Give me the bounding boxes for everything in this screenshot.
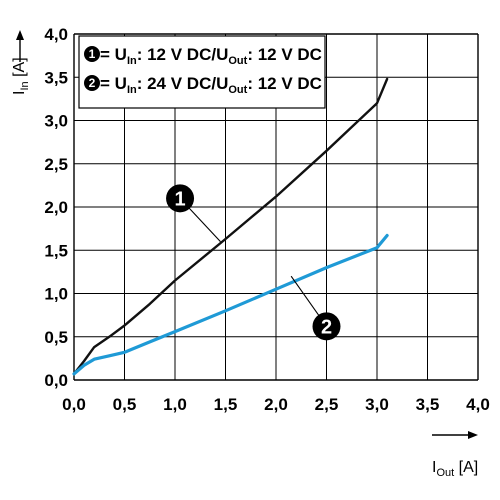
x-axis-title-unit: [A]: [454, 459, 478, 476]
svg-text:IIn [A]: IIn [A]: [11, 57, 31, 95]
legend-marker-1: [84, 46, 100, 62]
legend-text-part: : 12 V DC: [247, 74, 322, 93]
legend-subscript: In: [127, 55, 137, 67]
legend-marker-2: [84, 75, 100, 91]
legend-text-part: : 24 V DC/U: [137, 74, 229, 93]
y-axis-title-sub: In: [19, 81, 31, 90]
y-tick-label: 4,0: [44, 25, 68, 44]
x-tick-label: 3,5: [416, 395, 440, 414]
x-tick-label: 2,0: [264, 395, 288, 414]
x-tick-label: 2,5: [315, 395, 339, 414]
series-lines: [72, 77, 389, 376]
x-axis-arrow-head: [468, 431, 478, 439]
y-tick-label: 2,0: [44, 198, 68, 217]
x-tick-label: 0,5: [113, 395, 137, 414]
legend-subscript: Out: [228, 84, 247, 96]
y-tick-label: 0,0: [44, 371, 68, 390]
legend-text-1: = UIn: 12 V DC/UOut: 12 V DC: [100, 45, 322, 67]
legend-box: [78, 35, 326, 109]
legend-marker-label-2: 2: [89, 76, 96, 90]
y-axis-arrow-head: [16, 30, 24, 40]
x-axis-title: IOut [A]: [432, 459, 478, 479]
y-tick-label: 2,5: [44, 155, 68, 174]
y-axis-title-main: I: [11, 91, 28, 95]
x-tick-label: 1,5: [214, 395, 238, 414]
series-annotations: 12: [166, 184, 341, 341]
x-tick-label: 1,0: [163, 395, 187, 414]
legend: 1 = UIn: 12 V DC/UOut: 12 V DC2 = UIn: 2…: [84, 45, 322, 96]
legend-text-part: : 12 V DC: [247, 45, 322, 64]
y-tick-label: 1,5: [44, 241, 68, 260]
legend-marker-label-1: 1: [89, 47, 96, 61]
x-tick-label: 3,0: [365, 395, 389, 414]
x-axis-title-sub: Out: [436, 467, 454, 479]
legend-text-2: = UIn: 24 V DC/UOut: 12 V DC: [100, 74, 322, 96]
legend-text-part: = U: [100, 45, 127, 64]
y-tick-label: 1,0: [44, 285, 68, 304]
x-tick-label: 0,0: [62, 395, 86, 414]
y-axis-title: IIn [A]: [11, 57, 31, 95]
x-axis-title-main: I: [432, 459, 436, 476]
y-tick-label: 3,0: [44, 112, 68, 131]
y-tick-label: 0,5: [44, 328, 68, 347]
legend-subscript: Out: [228, 55, 247, 67]
legend-subscript: In: [127, 84, 137, 96]
y-axis-title-unit: [A]: [11, 57, 28, 81]
y-tick-label: 3,5: [44, 68, 68, 87]
x-tick-label: 4,0: [466, 395, 490, 414]
legend-text-part: : 12 V DC/U: [137, 45, 229, 64]
series-line-1: [72, 77, 389, 376]
annotation-marker-1: [166, 184, 195, 213]
tick-labels: 0,0 0,5 1,0 1,5 2,0 2,5 3,0 3,5 4,0 0,0 0,5 1,0 1,5 2…: [44, 25, 489, 414]
annotation-label-2: 2: [321, 316, 332, 338]
annotation-label-1: 1: [174, 188, 185, 210]
series-line-2: [72, 233, 389, 376]
annotation-marker-2: [312, 312, 341, 341]
legend-text-part: = U: [100, 74, 127, 93]
